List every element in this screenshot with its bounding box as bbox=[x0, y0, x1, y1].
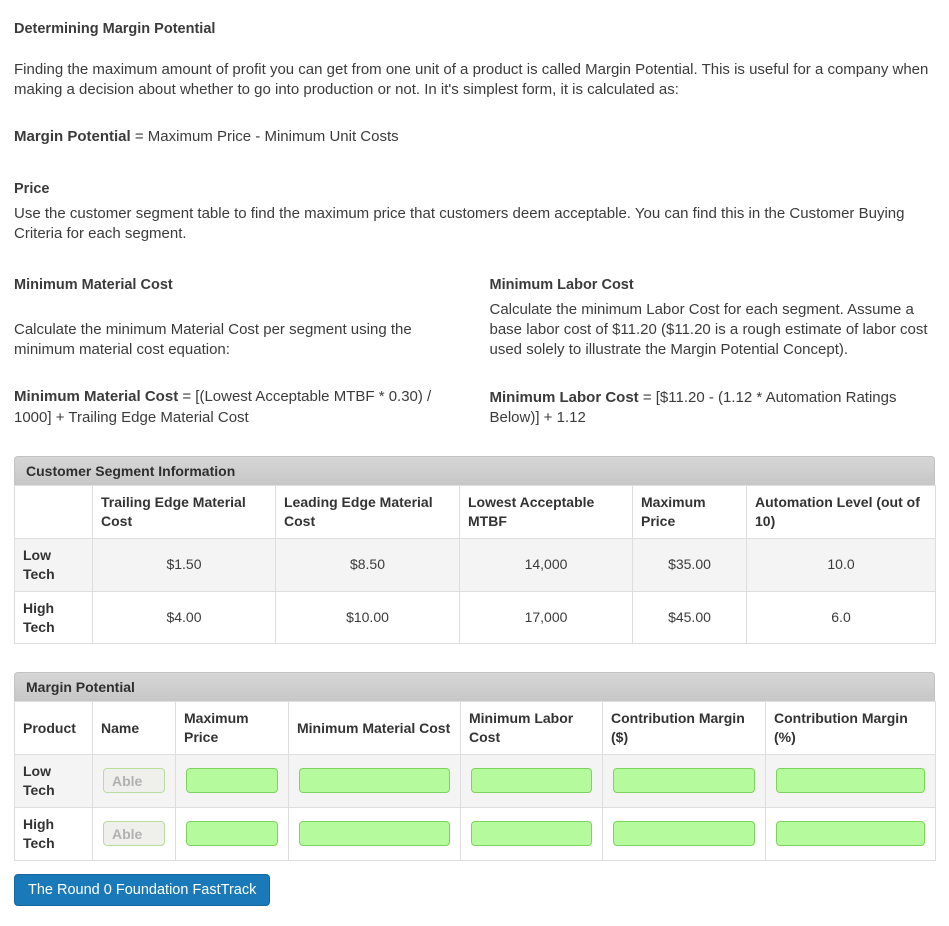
customer-segment-section: Customer Segment Information Trailing Ed… bbox=[14, 456, 936, 645]
labor-cost-formula: Minimum Labor Cost = [$11.20 - (1.12 * A… bbox=[490, 388, 936, 429]
segment-col-mtbf: Lowest Acceptable MTBF bbox=[459, 485, 633, 539]
table-row: High Tech bbox=[14, 806, 936, 861]
segment-col-automation: Automation Level (out of 10) bbox=[746, 485, 936, 539]
cell-value: $35.00 bbox=[632, 537, 747, 592]
margin-potential-caption: Margin Potential bbox=[14, 672, 935, 702]
max-price-input-high-tech[interactable] bbox=[186, 821, 278, 847]
customer-segment-caption: Customer Segment Information bbox=[14, 456, 935, 486]
formula-term: Minimum Labor Cost bbox=[489, 388, 639, 406]
foundation-fasttrack-button[interactable]: The Round 0 Foundation FastTrack bbox=[14, 873, 271, 906]
row-label-high-tech: High Tech bbox=[14, 806, 93, 861]
table-row: Low Tech bbox=[14, 754, 936, 808]
cell-value: $8.50 bbox=[275, 537, 460, 592]
segment-col-trailing-edge: Trailing Edge Material Cost bbox=[92, 485, 276, 539]
min-material-cost-input-high-tech[interactable] bbox=[299, 821, 450, 847]
margin-col-min-material: Minimum Material Cost bbox=[288, 701, 461, 756]
formula-body: = [$11.20 - (1.12 * Automation Ratings B… bbox=[489, 388, 897, 426]
table-row: High Tech $4.00 $10.00 17,000 $45.00 6.0 bbox=[14, 590, 936, 645]
row-label-low-tech: Low Tech bbox=[14, 754, 93, 808]
contribution-margin-percent-input-high-tech[interactable] bbox=[776, 821, 925, 847]
segment-header-row: Trailing Edge Material Cost Leading Edge… bbox=[14, 485, 936, 539]
margin-col-contribution-dollar: Contribution Margin ($) bbox=[602, 701, 766, 756]
margin-col-product: Product bbox=[14, 701, 93, 756]
margin-potential-formula: Margin Potential = Maximum Price - Minim… bbox=[14, 127, 935, 147]
row-label-high-tech: High Tech bbox=[14, 590, 93, 645]
margin-col-min-labor: Minimum Labor Cost bbox=[460, 701, 603, 756]
segment-col-leading-edge: Leading Edge Material Cost bbox=[275, 485, 460, 539]
margin-col-contribution-percent: Contribution Margin (%) bbox=[765, 701, 936, 756]
material-cost-column: Minimum Material Cost Calculate the mini… bbox=[14, 268, 460, 428]
name-input-high-tech[interactable] bbox=[103, 821, 165, 847]
cell-value: 6.0 bbox=[746, 590, 936, 645]
formula-body: = Maximum Price - Minimum Unit Costs bbox=[130, 128, 399, 146]
formula-body: = [(Lowest Acceptable MTBF * 0.30) / 100… bbox=[14, 388, 432, 426]
labor-cost-heading: Minimum Labor Cost bbox=[489, 277, 634, 294]
margin-potential-table: Product Name Maximum Price Minimum Mater… bbox=[14, 701, 936, 861]
margin-potential-section: Margin Potential Product Name Maximum Pr… bbox=[14, 672, 936, 861]
min-material-cost-input-low-tech[interactable] bbox=[299, 768, 450, 794]
cell-value: 17,000 bbox=[459, 590, 633, 645]
material-cost-formula: Minimum Material Cost = [(Lowest Accepta… bbox=[14, 387, 460, 428]
material-cost-heading: Minimum Material Cost bbox=[14, 277, 173, 294]
segment-col-max-price: Maximum Price bbox=[632, 485, 747, 539]
cell-value: 14,000 bbox=[459, 537, 633, 592]
intro-paragraph: Finding the maximum amount of profit you… bbox=[14, 60, 929, 98]
table-row: Low Tech $1.50 $8.50 14,000 $35.00 10.0 bbox=[14, 537, 936, 592]
min-labor-cost-input-low-tech[interactable] bbox=[471, 768, 592, 794]
formula-term: Margin Potential bbox=[14, 128, 131, 146]
cell-value: $45.00 bbox=[632, 590, 747, 645]
margin-col-name: Name bbox=[92, 701, 176, 756]
margin-header-row: Product Name Maximum Price Minimum Mater… bbox=[14, 701, 936, 756]
cell-value: $4.00 bbox=[92, 590, 276, 645]
name-input-low-tech[interactable] bbox=[103, 768, 165, 794]
material-cost-paragraph: Calculate the minimum Material Cost per … bbox=[14, 320, 412, 359]
segment-col-empty bbox=[14, 485, 93, 539]
contribution-margin-dollar-input-low-tech[interactable] bbox=[613, 768, 755, 794]
min-labor-cost-input-high-tech[interactable] bbox=[471, 821, 592, 847]
customer-segment-table: Trailing Edge Material Cost Leading Edge… bbox=[14, 485, 936, 645]
labor-cost-column: Minimum Labor Cost Calculate the minimum… bbox=[490, 268, 936, 428]
max-price-input-low-tech[interactable] bbox=[186, 768, 278, 794]
contribution-margin-percent-input-low-tech[interactable] bbox=[776, 768, 925, 794]
contribution-margin-dollar-input-high-tech[interactable] bbox=[613, 821, 755, 847]
cell-value: 10.0 bbox=[746, 537, 936, 592]
page-title: Determining Margin Potential bbox=[14, 21, 216, 37]
price-heading: Price bbox=[14, 181, 50, 198]
cell-value: $10.00 bbox=[275, 590, 460, 645]
formula-term: Minimum Material Cost bbox=[14, 388, 179, 406]
margin-col-max-price: Maximum Price bbox=[175, 701, 289, 756]
labor-cost-paragraph: Calculate the minimum Labor Cost for eac… bbox=[489, 300, 928, 359]
row-label-low-tech: Low Tech bbox=[14, 537, 93, 592]
cost-columns: Minimum Material Cost Calculate the mini… bbox=[14, 268, 935, 428]
cell-value: $1.50 bbox=[92, 537, 276, 592]
price-paragraph: Use the customer segment table to find t… bbox=[14, 204, 905, 243]
